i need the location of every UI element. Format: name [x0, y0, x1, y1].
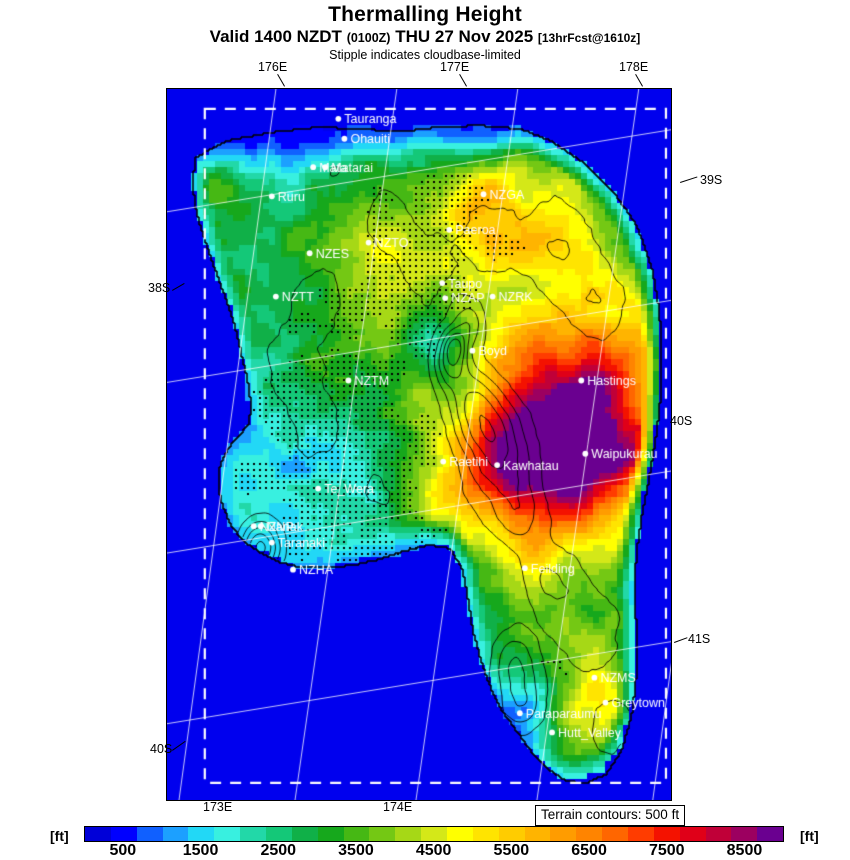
colorbar-segment: [628, 827, 654, 841]
terrain-contour-legend: Terrain contours: 500 ft: [535, 805, 686, 826]
leader-line-178E: [635, 74, 643, 87]
lon-tick-176E: 176E: [258, 60, 288, 74]
colorbar-row: [ft] [ft] 500 1500 2500 3500 4500 5500 6500 750…: [0, 826, 850, 860]
lon-tick-174E: 174E: [383, 800, 413, 814]
colorbar-segment: [369, 827, 396, 841]
colorbar-segment: [395, 827, 422, 841]
colorbar-segment: [343, 827, 370, 841]
colorbar-segment: [291, 827, 318, 841]
colorbar-segment: [421, 827, 448, 841]
colorbar-tick-label: 4500: [415, 842, 452, 859]
terrain-contour-legend-label: Terrain contours: 500 ft: [541, 807, 680, 822]
lon-tick-173E: 173E: [203, 800, 233, 814]
colorbar-segment: [731, 827, 758, 841]
lon-tick-177E: 177E: [440, 60, 470, 74]
lon-tick-178E: 178E: [619, 60, 649, 74]
colorbar-segment: [85, 827, 111, 841]
colorbar-segment: [653, 827, 680, 841]
colorbar-segment: [679, 827, 706, 841]
lat-tick-40S-left: 40S: [150, 742, 173, 756]
colorbar-segment: [550, 827, 577, 841]
colorbar-segment: [240, 827, 267, 841]
colorbar-tick-label: 3500: [338, 842, 374, 859]
colorbar-ticks: 500 1500 2500 3500 4500 5500 6500 7500 8500: [84, 842, 784, 860]
leader-line-39S: [680, 176, 698, 183]
valid-time-prefix: Valid 1400 NZDT: [209, 27, 342, 46]
colorbar-segment: [472, 827, 499, 841]
lat-tick-38S: 38S: [148, 281, 171, 295]
colorbar-segment: [136, 827, 163, 841]
colorbar-segment: [162, 827, 189, 841]
valid-date: THU 27 Nov 2025: [395, 27, 534, 46]
thermalling-height-map[interactable]: [166, 88, 672, 801]
leader-line-176E: [277, 74, 285, 87]
colorbar-segment: [576, 827, 603, 841]
leader-line-41S: [674, 637, 688, 643]
colorbar-segment: [110, 827, 137, 841]
colorbar-tick-label: 1500: [182, 842, 219, 859]
colorbar-tick-label: 5500: [493, 842, 530, 859]
colorbar-segment: [188, 827, 215, 841]
colorbar-tick-label: 2500: [260, 842, 297, 859]
colorbar-segment: [498, 827, 525, 841]
colorbar-unit-left: [ft]: [50, 828, 69, 844]
colorbar-tick-label: 6500: [571, 842, 607, 859]
colorbar-segment: [214, 827, 241, 841]
leader-line-177E: [459, 74, 467, 87]
colorbar-gradient: [84, 826, 784, 842]
colorbar-tick-label: 500: [109, 842, 137, 859]
colorbar-tick-label: 8500: [726, 842, 763, 859]
map-raster: [167, 89, 671, 800]
lat-tick-41S: 41S: [688, 632, 711, 646]
colorbar-segment: [447, 827, 473, 841]
colorbar-tick-label: 7500: [648, 842, 685, 859]
colorbar-segment: [317, 827, 344, 841]
header-block: Thermalling Height Valid 1400 NZDT (0100…: [0, 0, 850, 63]
colorbar-segment: [266, 827, 292, 841]
lat-tick-39S: 39S: [700, 173, 723, 187]
colorbar-segment: [757, 827, 784, 841]
colorbar-segment: [705, 827, 732, 841]
colorbar-segment: [524, 827, 551, 841]
valid-time-utc: (0100Z): [346, 31, 391, 45]
colorbar-segment: [602, 827, 629, 841]
lat-tick-40S-right: 40S: [670, 414, 693, 428]
page-title: Thermalling Height: [328, 3, 522, 26]
colorbar-unit-right: [ft]: [800, 828, 819, 844]
stipple-note: Stipple indicates cloudbase-limited: [329, 48, 521, 62]
valid-time-line: Valid 1400 NZDT (0100Z) THU 27 Nov 2025 …: [0, 27, 850, 48]
forecast-tag: [13hrFcst@1610z]: [537, 31, 641, 45]
